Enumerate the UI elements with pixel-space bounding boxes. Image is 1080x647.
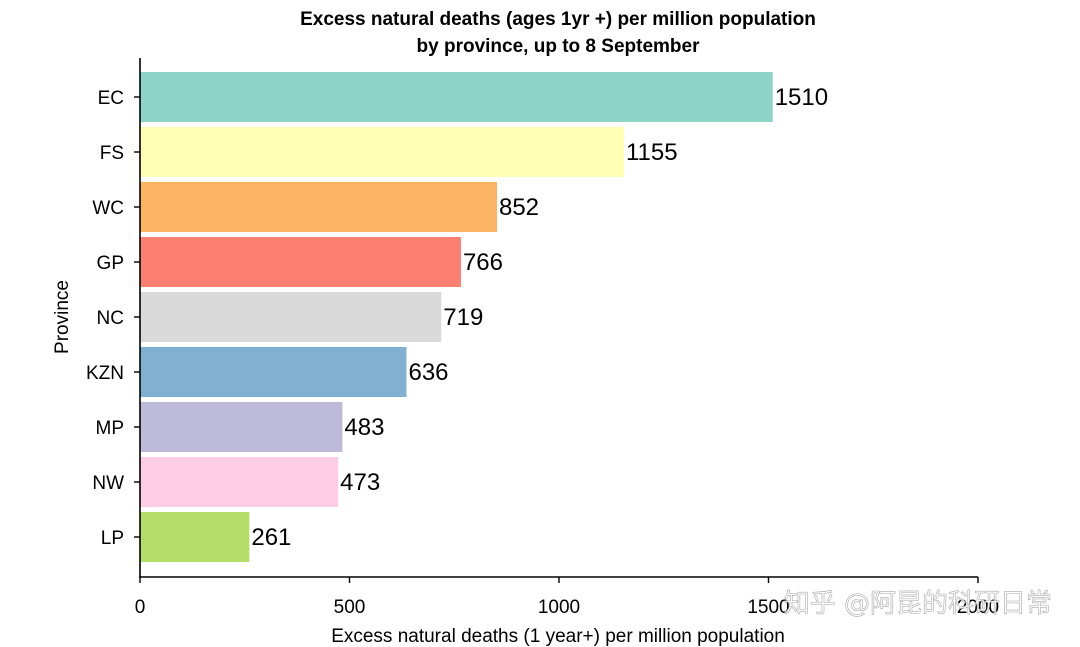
bar-kzn [140,347,407,397]
x-ticks: 0 500 1000 1500 2000 [135,577,999,618]
value-label-gp: 766 [463,249,503,276]
y-tick-labels: EC FS WC GP NC KZN MP NW LP [86,88,140,549]
bar-mp [140,402,343,452]
y-tick-label-fs: FS [100,143,124,164]
value-label-wc: 852 [499,194,539,221]
value-label-ec: 1510 [775,84,828,111]
x-tick-label-0: 0 [135,597,146,618]
x-tick-label-2: 1000 [538,597,580,618]
y-tick-label-ec: EC [98,88,124,109]
x-tick-label-1: 500 [334,597,366,618]
bar-nc [140,292,442,342]
bars-group: 1510 1155 852 766 719 636 483 473 261 [140,72,828,562]
x-tick-label-3: 1500 [747,597,789,618]
value-label-mp: 483 [344,414,384,441]
y-tick-label-lp: LP [101,528,124,549]
bar-lp [140,512,250,562]
value-label-nw: 473 [340,469,380,496]
bar-ec [140,72,773,122]
chart-title-line-1: Excess natural deaths (ages 1yr +) per m… [300,9,816,30]
bar-gp [140,237,461,287]
value-label-nc: 719 [443,304,483,331]
bar-fs [140,127,624,177]
x-tick-label-4: 2000 [957,597,999,618]
value-label-lp: 261 [251,524,291,551]
x-axis-label: Excess natural deaths (1 year+) per mill… [331,626,785,647]
y-tick-label-mp: MP [96,418,125,439]
watermark-text: 知乎 @阿昆的科研日常 [784,589,1052,619]
y-tick-label-nc: NC [97,308,124,329]
y-tick-label-gp: GP [97,253,124,274]
bar-wc [140,182,497,232]
value-label-kzn: 636 [408,359,448,386]
y-tick-label-wc: WC [92,198,124,219]
y-tick-label-kzn: KZN [86,363,124,384]
chart-title-line-2: by province, up to 8 September [417,36,701,57]
y-axis-label: Province [52,280,73,354]
value-label-fs: 1155 [626,139,678,166]
y-tick-label-nw: NW [92,473,124,494]
bar-nw [140,457,339,507]
